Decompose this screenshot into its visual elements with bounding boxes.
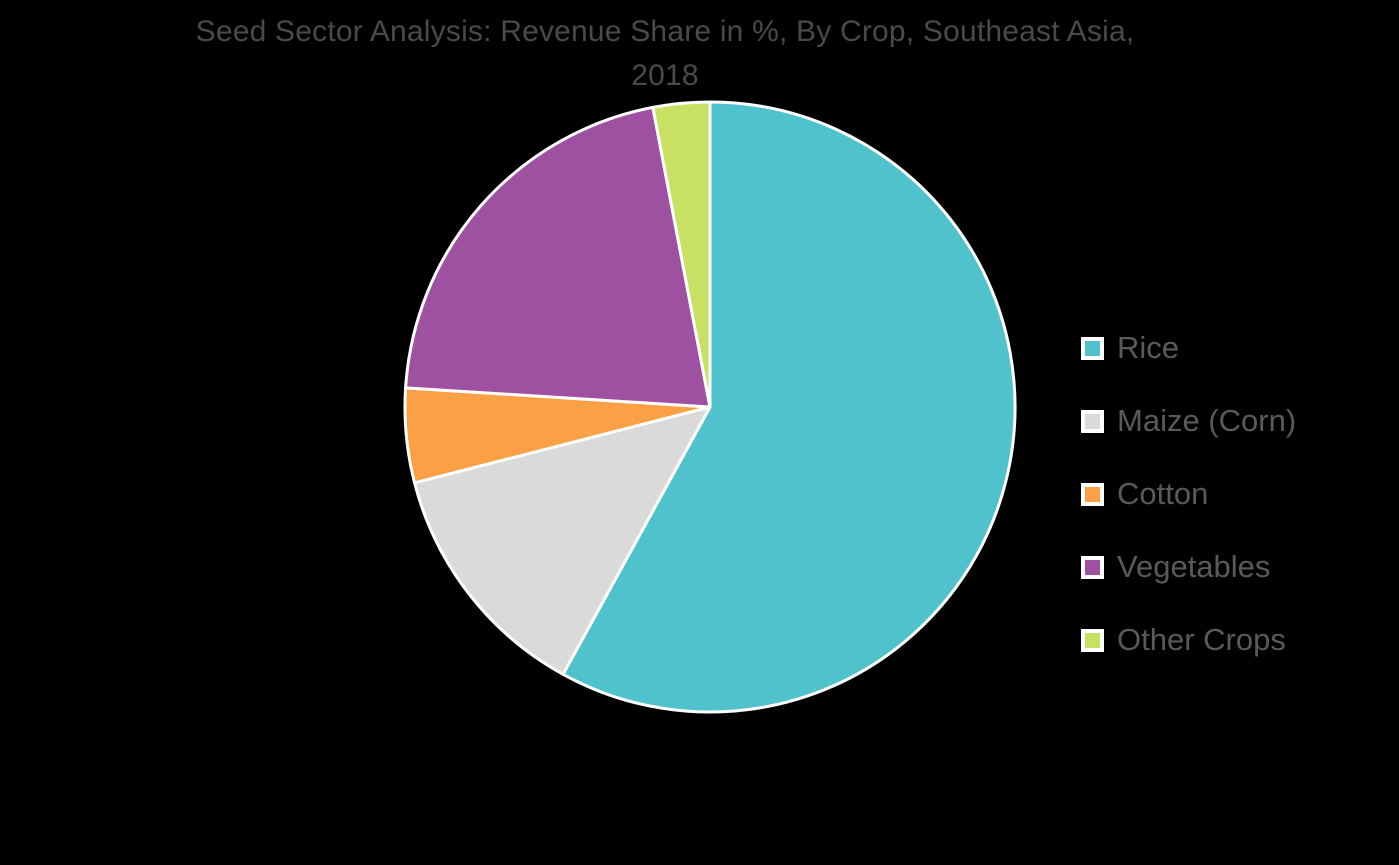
legend-swatch-vegetables	[1081, 555, 1104, 579]
legend-item-rice: Rice	[1081, 332, 1296, 364]
pie-chart	[403, 100, 1017, 714]
legend-label-vegetables: Vegetables	[1117, 549, 1271, 584]
legend-swatch-rice	[1081, 336, 1104, 360]
chart-title-line-1: Seed Sector Analysis: Revenue Share in %…	[195, 15, 1135, 48]
pie-slice-vegetables	[404, 105, 712, 409]
legend-swatch-other-crops	[1081, 628, 1104, 652]
chart-title-line-2: 2018	[631, 59, 699, 92]
legend-item-maize-corn: Maize (Corn)	[1081, 405, 1296, 437]
legend-item-other-crops: Other Crops	[1081, 624, 1296, 656]
legend-item-vegetables: Vegetables	[1081, 551, 1296, 583]
legend-label-other-crops: Other Crops	[1117, 622, 1286, 657]
legend-label-maize-corn: Maize (Corn)	[1117, 403, 1297, 438]
legend-label-cotton: Cotton	[1117, 476, 1209, 511]
chart-title: Seed Sector Analysis: Revenue Share in %…	[90, 10, 1240, 98]
pie-plot-area	[399, 96, 1021, 718]
legend-item-cotton: Cotton	[1081, 478, 1296, 510]
legend: Rice Maize (Corn) Cotton Vegetables Other Cr…	[1081, 332, 1296, 697]
legend-swatch-cotton	[1081, 482, 1104, 506]
pie-slice-other-crops	[651, 100, 712, 409]
pie-slice-rice	[561, 100, 1017, 714]
legend-swatch-maize-corn	[1081, 409, 1104, 433]
legend-label-rice: Rice	[1117, 330, 1180, 365]
pie-slice-maize-corn	[413, 405, 712, 676]
